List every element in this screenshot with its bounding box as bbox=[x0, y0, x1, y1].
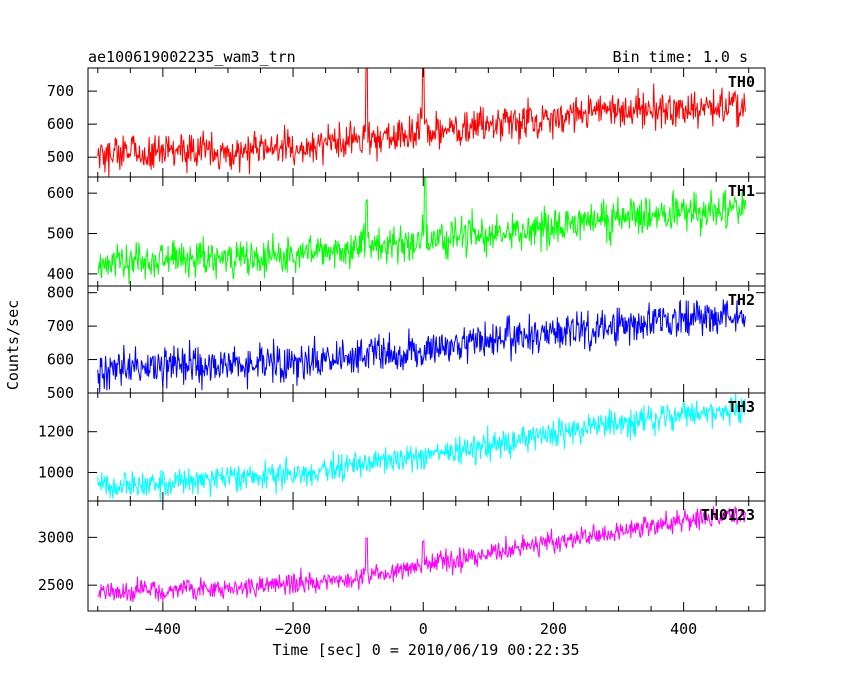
x-tick-label: 200 bbox=[540, 620, 567, 638]
y-tick-label: 700 bbox=[47, 82, 74, 100]
panel-label-th1: TH1 bbox=[728, 182, 755, 200]
series-line-th1 bbox=[97, 177, 746, 284]
y-tick-label: 600 bbox=[47, 115, 74, 133]
panel-th1: 400 500 600 TH1 bbox=[47, 176, 766, 287]
x-axis-label: Time [sec] 0 = 2010/06/19 00:22:35 bbox=[272, 641, 579, 659]
x-tick-label: 0 bbox=[419, 620, 428, 638]
series-line-th2 bbox=[97, 299, 746, 393]
series-line-th3 bbox=[97, 393, 746, 501]
y-tick-label: 3000 bbox=[38, 528, 74, 546]
series-line-th0 bbox=[97, 68, 746, 177]
y-tick-label: 400 bbox=[47, 265, 74, 283]
panel-label-th3: TH3 bbox=[728, 398, 755, 416]
x-axis: −400 −200 0 200 400 bbox=[145, 620, 697, 638]
series-line-th0123 bbox=[97, 506, 746, 603]
y-axis-label: Counts/sec bbox=[4, 300, 22, 390]
panels: 500 600 700 TH0 400 500 600 TH1 500 600 700 800 TH2 1… bbox=[38, 67, 766, 612]
y-tick-label: 700 bbox=[47, 317, 74, 335]
x-tick-label: 400 bbox=[670, 620, 697, 638]
panel-th0123: 2500 3000 TH0123 bbox=[38, 500, 766, 612]
y-tick-label: 1000 bbox=[38, 463, 74, 481]
y-tick-label: 1200 bbox=[38, 423, 74, 441]
panel-frame bbox=[87, 500, 766, 612]
panel-th0: 500 600 700 TH0 bbox=[47, 67, 766, 178]
y-tick-label: 600 bbox=[47, 351, 74, 369]
bin-time-label: Bin time: 1.0 s bbox=[613, 48, 748, 66]
y-tick-label: 800 bbox=[47, 284, 74, 302]
panel-frame bbox=[87, 285, 766, 394]
y-tick-label: 500 bbox=[47, 148, 74, 166]
panel-th2: 500 600 700 800 TH2 bbox=[47, 284, 766, 402]
panel-label-th2: TH2 bbox=[728, 291, 755, 309]
panel-label-th0123: TH0123 bbox=[701, 506, 755, 524]
y-tick-label: 500 bbox=[47, 384, 74, 402]
panel-th3: 1000 1200 TH3 bbox=[38, 392, 766, 502]
y-tick-label: 2500 bbox=[38, 576, 74, 594]
x-tick-label: −400 bbox=[145, 620, 181, 638]
y-tick-label: 600 bbox=[47, 184, 74, 202]
x-tick-label: −200 bbox=[275, 620, 311, 638]
chart-title: ae100619002235_wam3_trn bbox=[88, 48, 296, 66]
y-tick-label: 500 bbox=[47, 225, 74, 243]
panel-label-th0: TH0 bbox=[728, 73, 755, 91]
